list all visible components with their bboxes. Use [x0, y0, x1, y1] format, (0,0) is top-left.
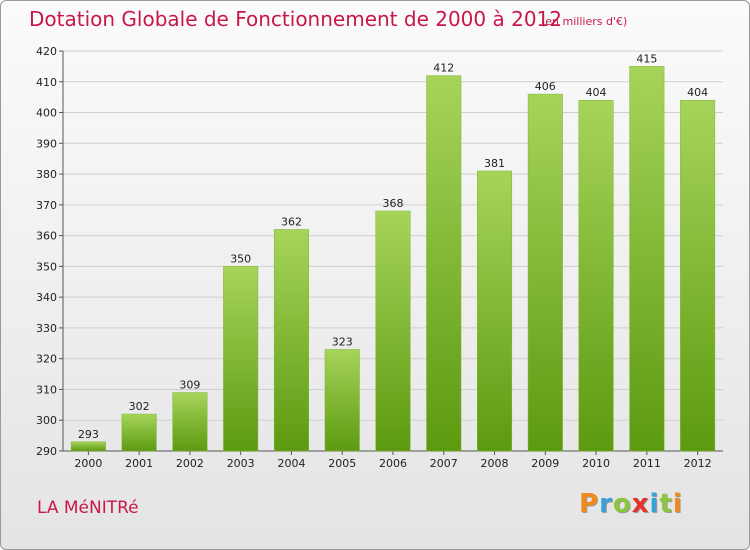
bar: [527, 93, 563, 452]
data-label: 381: [484, 157, 505, 170]
x-tick-label: 2011: [633, 457, 661, 470]
chart-subtitle: (en milliers d'€): [541, 15, 628, 28]
x-tick-label: 2009: [531, 457, 559, 470]
data-label: 302: [129, 400, 150, 413]
bar: [375, 210, 411, 452]
y-tick-label: 360: [36, 230, 57, 243]
bar: [223, 266, 259, 452]
bar: [172, 392, 208, 452]
y-tick-label: 400: [36, 107, 57, 120]
data-label: 309: [179, 379, 200, 392]
y-tick-label: 320: [36, 353, 57, 366]
data-labels: 293 302 309 350 362 323 368 412 381 406 404 415 404: [78, 52, 708, 440]
bar: [121, 413, 157, 452]
data-label: 404: [687, 86, 708, 99]
x-tick-label: 2012: [684, 457, 712, 470]
x-tick-label: 2004: [277, 457, 305, 470]
data-label: 406: [535, 80, 556, 93]
data-label: 350: [230, 252, 251, 265]
x-tick-label: 2007: [430, 457, 458, 470]
logo-letter: o: [612, 489, 632, 519]
y-tick-label: 390: [36, 137, 57, 150]
logo-letter: x: [631, 489, 650, 519]
y-tick-label: 420: [36, 45, 57, 58]
proxiti-logo: Proxiti: [579, 489, 683, 519]
logo-letter: P: [579, 489, 600, 519]
axes: 290 300 310 320 330 340 350 360 370 380 390 400 410 4…: [36, 45, 723, 470]
data-label: 362: [281, 215, 302, 228]
data-label: 323: [332, 335, 353, 348]
x-tick-label: 2006: [379, 457, 407, 470]
y-tick-label: 310: [36, 383, 57, 396]
x-tick-label: 2008: [481, 457, 509, 470]
data-label: 415: [636, 52, 657, 65]
data-label: 412: [433, 62, 454, 75]
logo-letter: i: [649, 489, 660, 519]
data-label: 293: [78, 428, 99, 441]
x-tick-label: 2003: [227, 457, 255, 470]
bar: [680, 99, 716, 452]
bars: [70, 66, 716, 452]
bar: [629, 66, 665, 452]
bar: [324, 349, 360, 452]
logo-letter: i: [672, 489, 683, 519]
y-tick-label: 300: [36, 414, 57, 427]
y-tick-label: 410: [36, 76, 57, 89]
x-tick-label: 2002: [176, 457, 204, 470]
x-tick-label: 2010: [582, 457, 610, 470]
data-label: 368: [383, 197, 404, 210]
bar: [273, 229, 309, 452]
bar: [70, 441, 106, 452]
y-tick-label: 290: [36, 445, 57, 458]
y-tick-label: 340: [36, 291, 57, 304]
data-label: 404: [586, 86, 607, 99]
y-tick-label: 350: [36, 260, 57, 273]
y-tick-label: 370: [36, 199, 57, 212]
x-tick-label: 2000: [74, 457, 102, 470]
y-tick-label: 330: [36, 322, 57, 335]
y-tick-label: 380: [36, 168, 57, 181]
bar: [578, 99, 614, 452]
bar: [477, 170, 513, 452]
x-tick-label: 2001: [125, 457, 153, 470]
bar: [426, 75, 462, 452]
commune-name: LA MéNITRé: [37, 498, 139, 518]
logo-letter: t: [659, 489, 673, 519]
logo-letter: r: [599, 489, 613, 519]
x-tick-label: 2005: [328, 457, 356, 470]
chart-title: Dotation Globale de Fonctionnement de 20…: [29, 7, 562, 31]
